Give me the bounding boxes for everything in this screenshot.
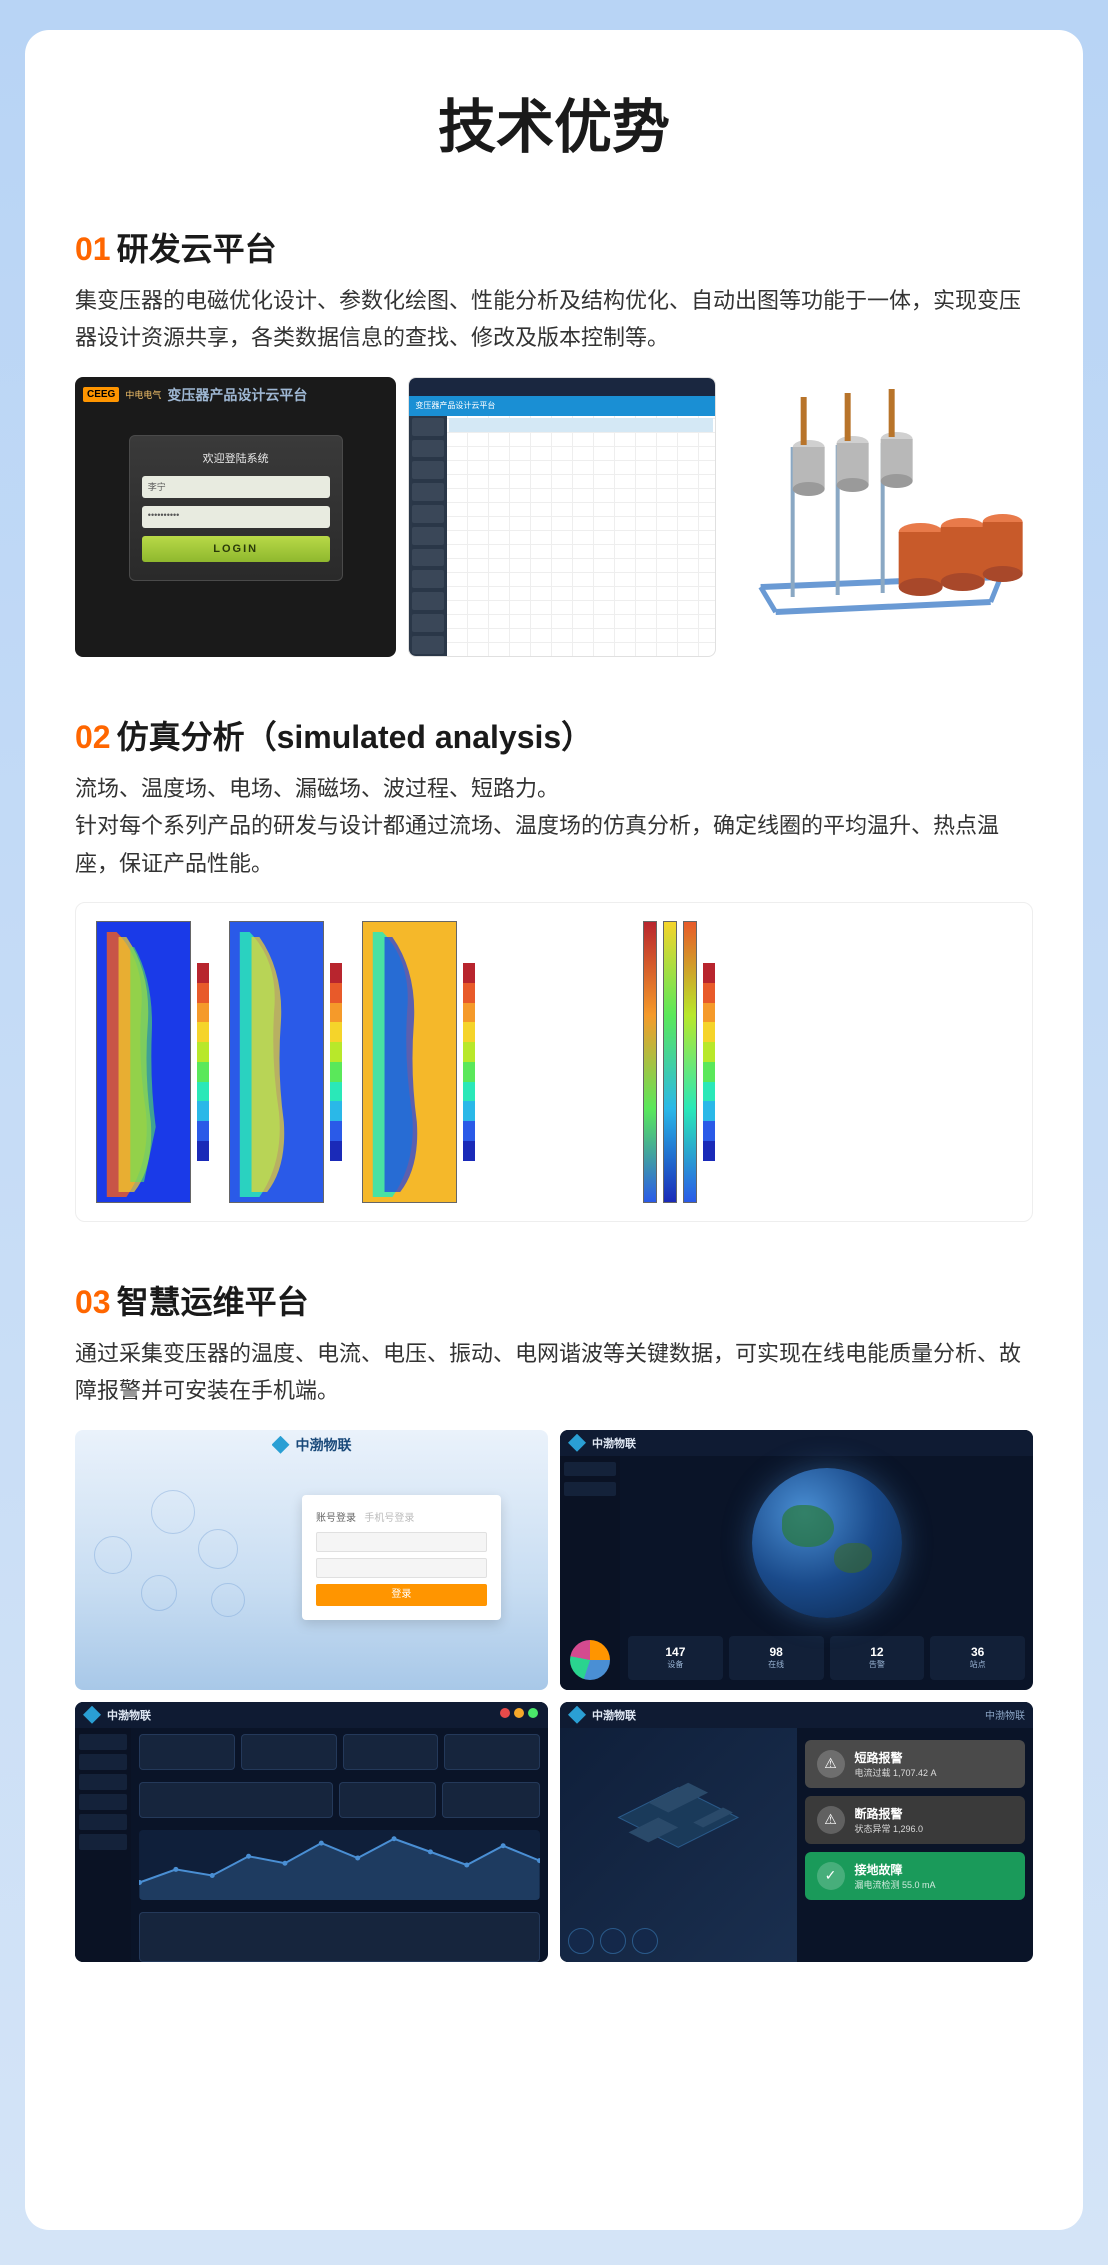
status-dot bbox=[500, 1708, 510, 1718]
brand-name-right: 中渤物联 bbox=[985, 1707, 1025, 1722]
sim-plot-2 bbox=[229, 921, 342, 1203]
section-title: 研发云平台 bbox=[117, 231, 277, 267]
login-welcome: 欢迎登陆系统 bbox=[142, 450, 330, 466]
alert-icon: ⚠ bbox=[817, 1806, 845, 1834]
pie-chart-icon bbox=[570, 1640, 610, 1680]
stat-box: 147设备 bbox=[628, 1636, 723, 1680]
side-nav bbox=[75, 1728, 131, 1962]
section-03: 03智慧运维平台 通过采集变压器的温度、电流、电压、振动、电网谐波等关键数据，可… bbox=[75, 1277, 1033, 1962]
section-heading: 01研发云平台 bbox=[75, 224, 1033, 270]
network-graphic bbox=[94, 1482, 283, 1638]
status-dot bbox=[528, 1708, 538, 1718]
isometric-view bbox=[560, 1728, 797, 1962]
stat-box: 12告警 bbox=[830, 1636, 925, 1680]
section-title: 智慧运维平台 bbox=[117, 1284, 309, 1320]
section-01: 01研发云平台 集变压器的电磁优化设计、参数化绘图、性能分析及结构优化、自动出图… bbox=[75, 224, 1033, 657]
brand-name: 中渤物联 bbox=[296, 1435, 352, 1455]
section-number: 01 bbox=[75, 231, 111, 267]
table-headerbar: 变压器产品设计云平台 bbox=[409, 396, 714, 416]
login-submit-button[interactable]: 登录 bbox=[316, 1584, 487, 1606]
brand-name: 中渤物联 bbox=[592, 1707, 636, 1723]
control-button[interactable] bbox=[632, 1928, 658, 1954]
login-tab-1[interactable]: 账号登录 bbox=[316, 1513, 356, 1524]
brand-logo-icon bbox=[83, 1706, 101, 1724]
sim-plot-3 bbox=[362, 921, 475, 1203]
cad-screenshot bbox=[728, 377, 1033, 657]
logo-badge: CEEG bbox=[83, 387, 119, 402]
table-sidebar bbox=[409, 416, 447, 656]
globe-graphic bbox=[752, 1468, 902, 1618]
login-field-user[interactable] bbox=[316, 1532, 487, 1552]
stat-box: 36站点 bbox=[930, 1636, 1025, 1680]
section-desc: 通过采集变压器的温度、电流、电压、振动、电网谐波等关键数据，可实现在线电能质量分… bbox=[75, 1335, 1033, 1410]
cad-svg bbox=[728, 377, 1033, 657]
dashboard-globe: 中渤物联 147设备98在线12告警36站点 bbox=[560, 1430, 1033, 1690]
side-panel bbox=[560, 1456, 620, 1690]
login-card: 账号登录 手机号登录 登录 bbox=[302, 1495, 501, 1620]
brand-logo-icon bbox=[272, 1436, 290, 1454]
login-screenshot: CEEG 中电电气 变压器产品设计云平台 欢迎登陆系统 李宁 •••••••••… bbox=[75, 377, 396, 657]
data-grid bbox=[447, 416, 714, 656]
table-topbar bbox=[409, 378, 714, 396]
dashboard-analytics: 中渤物联 bbox=[75, 1702, 548, 1962]
section-number: 02 bbox=[75, 719, 111, 755]
stat-box: 98在线 bbox=[729, 1636, 824, 1680]
app-title: 变压器产品设计云平台 bbox=[167, 385, 307, 405]
section-heading: 02仿真分析（simulated analysis） bbox=[75, 712, 1033, 758]
control-button[interactable] bbox=[568, 1928, 594, 1954]
alert-icon: ✓ bbox=[817, 1862, 845, 1890]
table-screenshot: 变压器产品设计云平台 bbox=[408, 377, 715, 657]
section-desc: 流场、温度场、电场、漏磁场、波过程、短路力。 针对每个系列产品的研发与设计都通过… bbox=[75, 770, 1033, 882]
login-box: 欢迎登陆系统 李宁 •••••••••• LOGIN bbox=[129, 435, 343, 581]
password-input[interactable]: •••••••••• bbox=[142, 506, 330, 528]
section-heading: 03智慧运维平台 bbox=[75, 1277, 1033, 1323]
section-03-grid: 中渤物联 账号登录 手机号登录 登录 bbox=[75, 1430, 1033, 1962]
alert-card[interactable]: ✓ 接地故障 漏电流检测 55.0 mA bbox=[805, 1852, 1026, 1900]
section-desc: 集变压器的电磁优化设计、参数化绘图、性能分析及结构优化、自动出图等功能于一体，实… bbox=[75, 282, 1033, 357]
status-dot bbox=[514, 1708, 524, 1718]
brand-name: 中渤物联 bbox=[107, 1707, 151, 1723]
stat-row: 147设备98在线12告警36站点 bbox=[620, 1630, 1033, 1686]
alert-icon: ⚠ bbox=[817, 1750, 845, 1778]
alert-card[interactable]: ⚠ 短路报警 电流过载 1,707.42 A bbox=[805, 1740, 1026, 1788]
section-number: 03 bbox=[75, 1284, 111, 1320]
brand-logo-icon bbox=[568, 1434, 586, 1452]
section-02: 02仿真分析（simulated analysis） 流场、温度场、电场、漏磁场… bbox=[75, 712, 1033, 1222]
status-dots bbox=[500, 1708, 538, 1718]
sim-plot-1 bbox=[96, 921, 209, 1203]
simulation-strip bbox=[75, 902, 1033, 1222]
brand-name: 中渤物联 bbox=[592, 1435, 636, 1451]
control-button[interactable] bbox=[600, 1928, 626, 1954]
brand-logo-icon bbox=[568, 1706, 586, 1724]
page-title: 技术优势 bbox=[75, 80, 1033, 164]
dashboard-login: 中渤物联 账号登录 手机号登录 登录 bbox=[75, 1430, 548, 1690]
line-chart bbox=[139, 1830, 540, 1900]
sim-bars bbox=[643, 921, 715, 1203]
section-title: 仿真分析（simulated analysis） bbox=[117, 719, 594, 755]
login-tab-2[interactable]: 手机号登录 bbox=[364, 1513, 414, 1524]
alert-card[interactable]: ⚠ 断路报警 状态异常 1,296.0 bbox=[805, 1796, 1026, 1844]
brand-cn: 中电电气 bbox=[125, 388, 161, 401]
dashboard-alerts: 中渤物联 中渤物联 bbox=[560, 1702, 1033, 1962]
alerts-column: ⚠ 短路报警 电流过载 1,707.42 A ⚠ 断路报警 状态异常 1,296.… bbox=[797, 1728, 1034, 1962]
username-input[interactable]: 李宁 bbox=[142, 476, 330, 498]
login-button[interactable]: LOGIN bbox=[142, 536, 330, 562]
content-card: 技术优势 01研发云平台 集变压器的电磁优化设计、参数化绘图、性能分析及结构优化… bbox=[25, 30, 1083, 2230]
login-field-pass[interactable] bbox=[316, 1558, 487, 1578]
section-01-images: CEEG 中电电气 变压器产品设计云平台 欢迎登陆系统 李宁 •••••••••… bbox=[75, 377, 1033, 657]
